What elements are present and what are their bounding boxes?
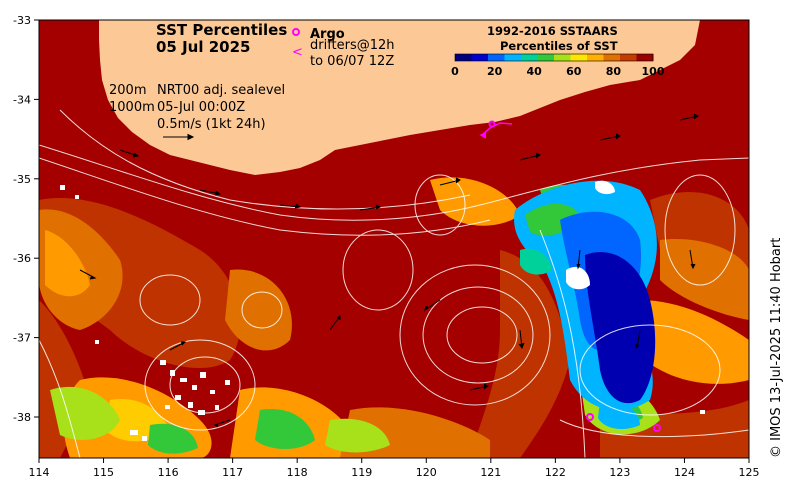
title-line-1: SST Percentiles <box>156 21 287 39</box>
y-axis: -33 -34 -35 -36 -37 -38 <box>13 14 39 424</box>
colorbar-swatch <box>570 54 588 61</box>
drifter-track <box>479 122 513 139</box>
drifter-legend-label-2: to 06/07 12Z <box>310 54 394 69</box>
colorbar-swatch <box>455 54 472 61</box>
colorbar-swatch <box>488 54 505 61</box>
x-tick-label: 123 <box>609 466 630 479</box>
x-tick-label: 115 <box>93 466 114 479</box>
arrow-scale-label: 0.5m/s (1kt 24h) <box>157 117 266 132</box>
y-tick-label: -34 <box>13 93 31 106</box>
colorbar-tick-label: 100 <box>642 65 665 78</box>
x-axis: 114 115 116 117 118 119 120 121 122 123 124 125 <box>29 458 760 479</box>
x-tick-label: 114 <box>29 466 50 479</box>
colorbar-tick-label: 20 <box>487 65 503 78</box>
x-tick-label: 125 <box>739 466 760 479</box>
sealevel-label: NRT00 adj. sealevel <box>157 83 285 98</box>
argo-legend-label: Argo <box>310 27 345 42</box>
colorbar-swatch <box>537 54 555 61</box>
colorbar-tick-label: 40 <box>527 65 543 78</box>
colorbar-swatch <box>504 54 522 61</box>
title-line-2: 05 Jul 2025 <box>156 38 250 56</box>
arrow-scale-icon <box>163 133 195 141</box>
drifter-legend-label-1: drifters@12h <box>310 38 395 53</box>
argo-legend-symbol <box>292 28 300 36</box>
colorbar-title-2: Percentiles of SST <box>500 39 618 53</box>
sealevel-contours <box>39 109 749 458</box>
credit-text: © IMOS 13-Jul-2025 11:40 Hobart <box>769 237 784 458</box>
colorbar-swatch <box>554 54 571 61</box>
x-tick-label: 118 <box>287 466 308 479</box>
argo-floats <box>488 120 661 432</box>
plot-frame <box>38 19 750 459</box>
colorbar-ticks: 0 20 40 60 80 100 <box>451 65 665 78</box>
x-tick-label: 117 <box>222 466 243 479</box>
x-tick-label: 122 <box>545 466 566 479</box>
contour-200-label: 200m <box>109 83 146 98</box>
current-arrows <box>79 113 699 428</box>
contour-1000-label: 1000m <box>109 100 155 115</box>
colorbar-tick-label: 0 <box>451 65 459 78</box>
x-tick-label: 120 <box>416 466 437 479</box>
colorbar-frame <box>454 53 654 62</box>
colorbar-tick-label: 80 <box>606 65 622 78</box>
y-tick-label: -33 <box>13 14 31 27</box>
colorbar-swatch <box>620 54 637 61</box>
y-tick-label: -37 <box>13 332 31 345</box>
colorbar <box>454 53 654 62</box>
y-tick-label: -36 <box>13 252 31 265</box>
colorbar-title-1: 1992-2016 SSTAARS <box>487 24 618 38</box>
x-tick-label: 124 <box>674 466 695 479</box>
colorbar-swatch <box>521 54 538 61</box>
sst-cool-tongue <box>514 180 657 430</box>
colorbar-swatch <box>587 54 604 61</box>
datetime-label: 05-Jul 00:00Z <box>157 100 245 115</box>
x-tick-label: 116 <box>158 466 179 479</box>
sst-mid-patches <box>39 177 749 458</box>
y-tick-label: -38 <box>13 411 31 424</box>
x-tick-label: 121 <box>480 466 501 479</box>
colorbar-swatch <box>603 54 621 61</box>
colorbar-swatch <box>636 54 654 61</box>
drifter-legend-symbol: < <box>292 45 303 60</box>
colorbar-swatch <box>471 54 489 61</box>
x-tick-label: 119 <box>351 466 372 479</box>
y-tick-label: -35 <box>13 173 31 186</box>
colorbar-tick-label: 60 <box>566 65 582 78</box>
map-plot-area <box>39 20 749 458</box>
